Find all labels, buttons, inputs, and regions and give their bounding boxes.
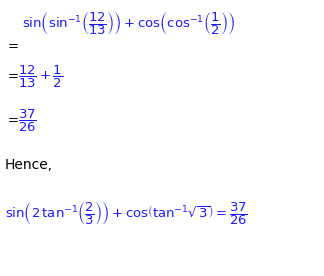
Text: $=$: $=$ <box>5 38 19 51</box>
Text: $=$: $=$ <box>5 112 19 125</box>
Text: $\dfrac{37}{26}$: $\dfrac{37}{26}$ <box>18 108 37 134</box>
Text: $\sin\!\left(2\,\tan^{-1}\!\left(\dfrac{2}{3}\right)\right) + \cos\!\left(\tan^{: $\sin\!\left(2\,\tan^{-1}\!\left(\dfrac{… <box>5 200 248 227</box>
Text: $\dfrac{12}{13} + \dfrac{1}{2}$: $\dfrac{12}{13} + \dfrac{1}{2}$ <box>18 64 63 90</box>
Text: $=$: $=$ <box>5 68 19 81</box>
Text: $\sin\!\left(\sin^{-1}\!\left(\dfrac{12}{13}\right)\right) + \cos\!\left(\cos^{-: $\sin\!\left(\sin^{-1}\!\left(\dfrac{12}… <box>22 10 235 37</box>
Text: Hence,: Hence, <box>5 158 53 172</box>
